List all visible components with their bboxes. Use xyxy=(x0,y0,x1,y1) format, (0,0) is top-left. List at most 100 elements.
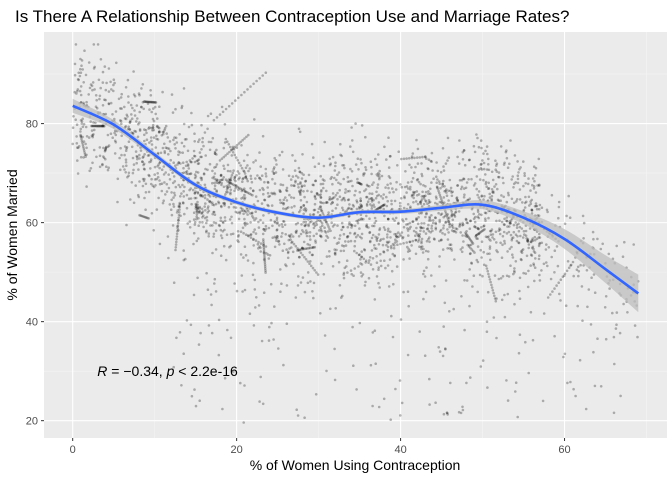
data-point xyxy=(324,201,328,204)
data-point xyxy=(359,271,363,274)
data-point xyxy=(316,219,319,222)
data-point xyxy=(89,83,93,86)
data-point xyxy=(101,124,104,128)
data-point xyxy=(382,207,386,211)
data-point xyxy=(92,43,96,46)
data-point xyxy=(148,108,151,111)
data-point xyxy=(163,142,166,146)
data-point xyxy=(140,87,143,90)
data-point xyxy=(350,170,354,173)
data-point xyxy=(163,181,166,184)
data-point xyxy=(455,227,459,231)
data-point xyxy=(294,222,298,226)
correlation-annotation: R = −0.34, p < 2.2e-16 xyxy=(97,363,238,379)
data-point xyxy=(101,124,105,127)
data-point xyxy=(489,230,493,233)
data-point xyxy=(480,226,483,229)
data-point xyxy=(206,168,209,172)
data-point xyxy=(152,107,155,110)
data-point xyxy=(351,150,355,154)
data-point xyxy=(530,238,534,242)
data-point xyxy=(193,196,197,200)
data-point xyxy=(479,139,483,142)
data-point xyxy=(401,218,404,221)
data-point xyxy=(198,221,202,224)
data-point xyxy=(79,133,82,137)
data-point xyxy=(192,231,196,235)
data-point xyxy=(143,100,147,103)
data-point xyxy=(200,123,203,127)
data-point xyxy=(251,273,255,277)
data-point xyxy=(377,266,381,269)
data-point xyxy=(174,243,178,246)
data-point xyxy=(92,67,96,70)
data-point xyxy=(93,124,96,128)
data-point xyxy=(350,179,353,183)
data-point xyxy=(342,164,346,167)
y-tick-label: 60 xyxy=(26,218,38,230)
data-point xyxy=(559,278,563,282)
data-point xyxy=(208,200,211,203)
data-point xyxy=(213,213,217,216)
data-point xyxy=(615,311,619,314)
data-point xyxy=(457,210,461,213)
data-point xyxy=(531,338,535,342)
data-point xyxy=(167,256,170,260)
data-point xyxy=(569,380,572,384)
data-point xyxy=(442,226,445,230)
data-point xyxy=(356,157,360,160)
data-point xyxy=(531,239,535,243)
data-point xyxy=(150,100,153,104)
data-point xyxy=(515,239,519,243)
data-point xyxy=(464,186,468,190)
data-point xyxy=(442,224,446,227)
data-point xyxy=(281,168,285,171)
data-point xyxy=(582,221,586,225)
data-point xyxy=(311,266,315,270)
data-point xyxy=(249,212,252,215)
data-point xyxy=(480,194,484,197)
data-point xyxy=(295,229,299,233)
data-point xyxy=(511,175,514,178)
data-point xyxy=(267,257,271,260)
data-point xyxy=(477,232,481,236)
data-point xyxy=(113,117,116,121)
data-point xyxy=(352,205,356,208)
data-point xyxy=(75,142,79,145)
data-point xyxy=(172,365,175,369)
data-point xyxy=(489,258,492,262)
data-point xyxy=(95,155,98,159)
data-point xyxy=(456,184,460,187)
data-point xyxy=(492,291,495,295)
data-point xyxy=(149,89,152,92)
data-point xyxy=(152,101,156,104)
data-point xyxy=(142,162,146,166)
data-point xyxy=(467,245,471,248)
data-point xyxy=(264,167,268,171)
data-point xyxy=(312,183,315,187)
data-point xyxy=(515,226,519,230)
data-point xyxy=(184,257,187,261)
data-point xyxy=(422,269,426,273)
data-point xyxy=(410,244,413,247)
data-point xyxy=(254,296,258,299)
data-point xyxy=(302,204,306,207)
data-point xyxy=(485,320,489,324)
data-point xyxy=(123,105,126,109)
data-point xyxy=(415,156,419,159)
data-point xyxy=(220,236,224,240)
data-point xyxy=(243,193,246,197)
data-point xyxy=(346,271,349,274)
data-point xyxy=(436,178,439,181)
data-point xyxy=(224,258,228,262)
data-point xyxy=(102,155,105,158)
data-point xyxy=(298,191,302,194)
data-point xyxy=(523,201,527,205)
data-point xyxy=(264,227,268,231)
data-point xyxy=(379,264,383,268)
data-point xyxy=(360,255,363,259)
data-point xyxy=(170,213,174,217)
data-point xyxy=(454,210,458,213)
data-point xyxy=(222,164,225,168)
data-point xyxy=(149,182,153,186)
